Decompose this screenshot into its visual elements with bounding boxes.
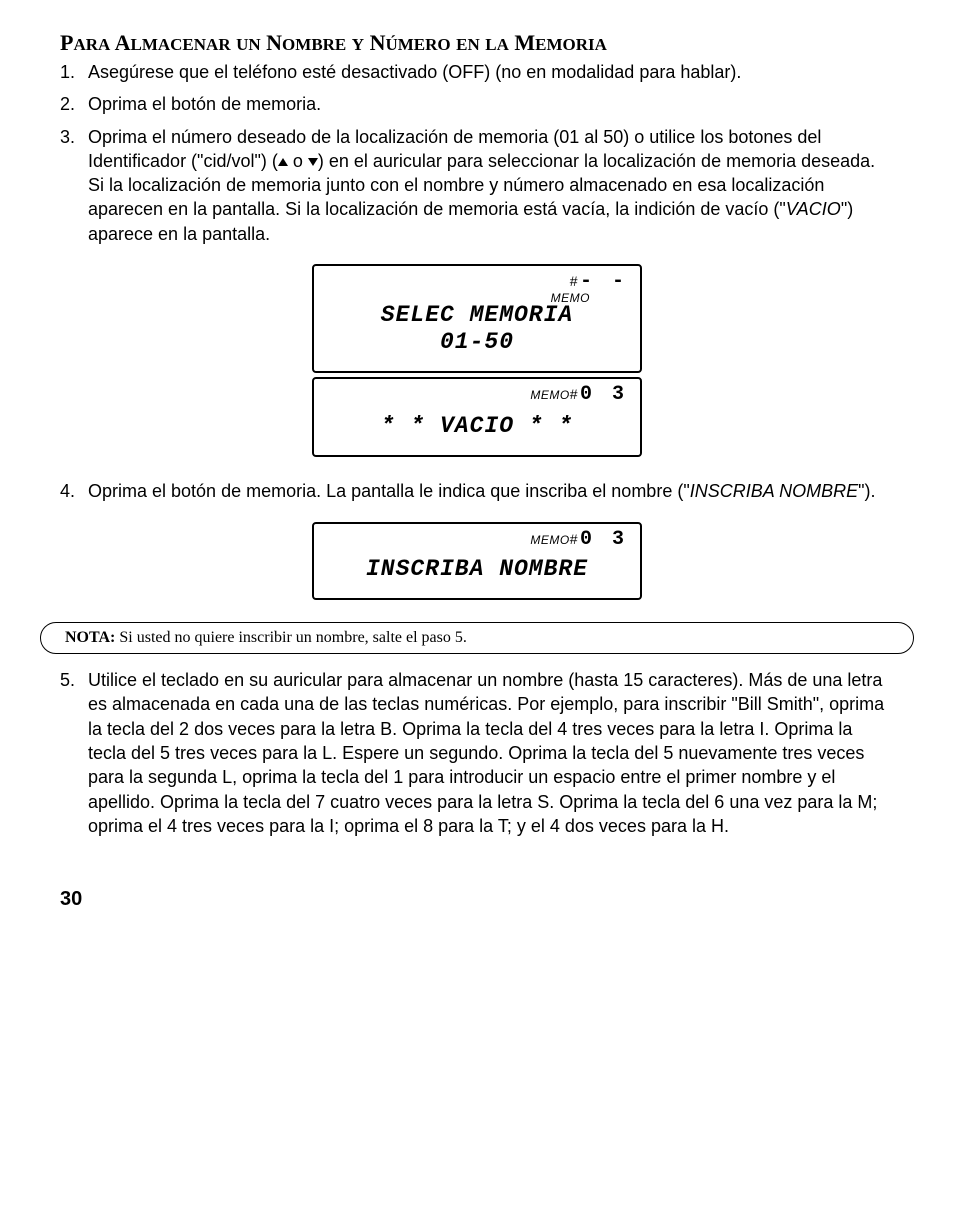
steps-list: Asegúrese que el teléfono esté desactiva… [60, 60, 894, 246]
up-arrow-icon [278, 158, 288, 166]
lcd-digits: 0 3 [580, 528, 628, 551]
steps-list-cont2: Utilice el teclado en su auricular para … [60, 668, 894, 838]
lcd-hash: # [570, 273, 578, 289]
note-text: Si usted no quiere inscribir un nombre, … [115, 629, 466, 646]
lcd-text: * * VACIO * * [326, 413, 628, 439]
lcd-text: INSCRIBA NOMBRE [326, 556, 628, 582]
lcd-displays-1: #- - MEMO SELEC MEMORIA 01-50 MEMO#0 3 *… [60, 264, 894, 457]
lcd-memo-label: MEMO [530, 533, 569, 547]
lcd-screen-1: #- - MEMO SELEC MEMORIA 01-50 [312, 264, 642, 373]
lcd-screen-2: MEMO#0 3 * * VACIO * * [312, 377, 642, 457]
steps-list-cont: Oprima el botón de memoria. La pantalla … [60, 479, 894, 503]
lcd-digits: 0 3 [580, 383, 628, 406]
step-2: Oprima el botón de memoria. [60, 92, 894, 116]
page-number: 30 [60, 888, 894, 911]
lcd-hash: # [570, 531, 578, 547]
lcd-text: SELEC MEMORIA 01-50 [326, 302, 628, 355]
step-5: Utilice el teclado en su auricular para … [60, 668, 894, 838]
step-3: Oprima el número deseado de la localizac… [60, 125, 894, 246]
lcd-digits: - - [580, 270, 628, 293]
lcd-displays-2: MEMO#0 3 INSCRIBA NOMBRE [60, 522, 894, 600]
note-box: NOTA: Si usted no quiere inscribir un no… [40, 622, 914, 654]
step-1: Asegúrese que el teléfono esté desactiva… [60, 60, 894, 84]
lcd-screen-3: MEMO#0 3 INSCRIBA NOMBRE [312, 522, 642, 600]
lcd-hash: # [570, 386, 578, 402]
section-heading: PARA ALMACENAR UN NOMBRE Y NÚMERO EN LA … [60, 30, 894, 56]
down-arrow-icon [308, 158, 318, 166]
step-4: Oprima el botón de memoria. La pantalla … [60, 479, 894, 503]
lcd-memo-label: MEMO [530, 388, 569, 402]
note-label: NOTA: [65, 629, 115, 646]
